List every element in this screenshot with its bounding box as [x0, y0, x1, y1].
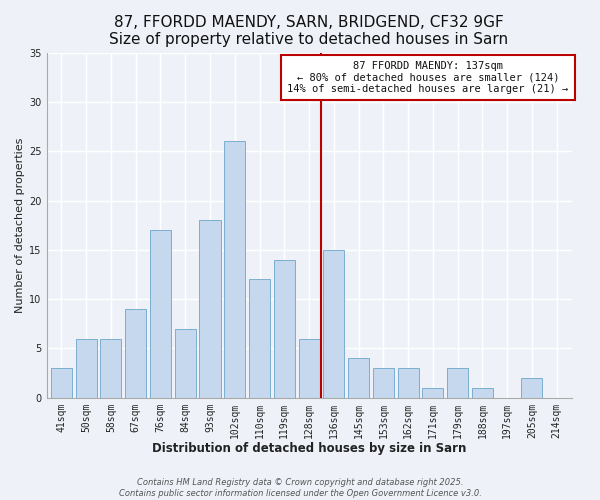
Title: 87, FFORDD MAENDY, SARN, BRIDGEND, CF32 9GF
Size of property relative to detache: 87, FFORDD MAENDY, SARN, BRIDGEND, CF32 …	[109, 15, 509, 48]
Bar	[323, 250, 344, 398]
Text: 87 FFORDD MAENDY: 137sqm
← 80% of detached houses are smaller (124)
14% of semi-: 87 FFORDD MAENDY: 137sqm ← 80% of detach…	[287, 61, 569, 94]
Bar	[472, 388, 493, 398]
Bar	[348, 358, 369, 398]
Bar	[521, 378, 542, 398]
Bar	[373, 368, 394, 398]
Bar	[76, 338, 97, 398]
Bar	[274, 260, 295, 398]
Bar	[398, 368, 419, 398]
Bar	[199, 220, 221, 398]
Bar	[299, 338, 320, 398]
X-axis label: Distribution of detached houses by size in Sarn: Distribution of detached houses by size …	[152, 442, 466, 455]
Bar	[422, 388, 443, 398]
Bar	[125, 309, 146, 398]
Bar	[100, 338, 121, 398]
Bar	[249, 280, 270, 398]
Bar	[150, 230, 171, 398]
Bar	[224, 142, 245, 398]
Bar	[51, 368, 72, 398]
Bar	[175, 328, 196, 398]
Text: Contains HM Land Registry data © Crown copyright and database right 2025.
Contai: Contains HM Land Registry data © Crown c…	[119, 478, 481, 498]
Bar	[447, 368, 468, 398]
Y-axis label: Number of detached properties: Number of detached properties	[15, 138, 25, 313]
